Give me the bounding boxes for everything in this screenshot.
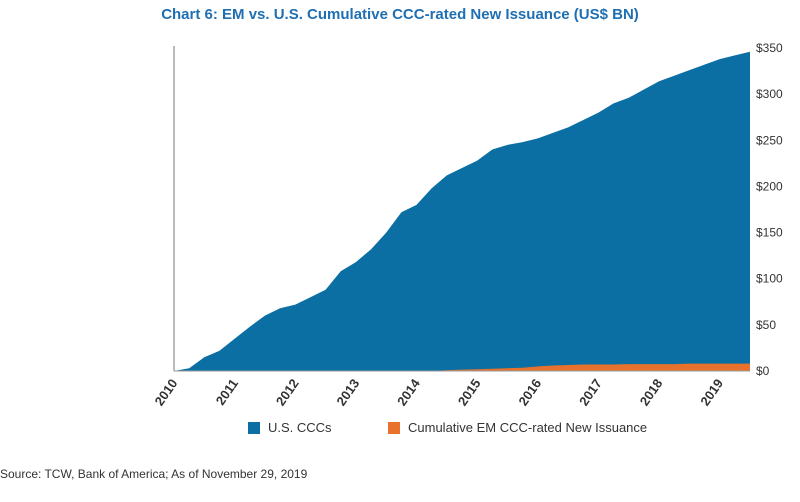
legend-label-em-ccc: Cumulative EM CCC-rated New Issuance: [408, 420, 648, 435]
y-tick-label: $350: [756, 41, 783, 55]
legend: U.S. CCCs Cumulative EM CCC-rated New Is…: [0, 418, 800, 440]
x-tick-label: 2015: [455, 376, 484, 408]
x-tick-label: 2011: [213, 376, 241, 408]
y-tick-label: $150: [756, 226, 783, 240]
x-tick-label: 2014: [394, 375, 423, 408]
series-area-1: [174, 363, 750, 371]
x-tick-label: 2012: [273, 376, 302, 408]
y-tick-label: $50: [756, 318, 776, 332]
legend-label-us-cccs: U.S. CCCs: [268, 420, 332, 435]
chart-title: Chart 6: EM vs. U.S. Cumulative CCC-rate…: [161, 6, 639, 23]
chart-area: $0 $50 $100 $150 $200 $250 $300 $350 2010 2011 201…: [152, 41, 783, 408]
legend-item-us-cccs: U.S. CCCs: [248, 420, 332, 435]
y-tick-label: $100: [756, 272, 783, 286]
x-tick-label: 2019: [697, 376, 726, 408]
legend-swatch-em-ccc: [388, 421, 400, 434]
y-tick-label: $300: [756, 87, 783, 101]
y-tick-label: $250: [756, 133, 783, 147]
series-area-0: [174, 51, 750, 371]
x-tick-label: 2017: [576, 376, 605, 408]
plot-area: $0 $50 $100 $150 $200 $250 $300 $350 2010 2011 201…: [152, 41, 783, 408]
x-tick-label: 2018: [637, 376, 666, 408]
legend-swatch-us-cccs: [248, 421, 260, 434]
source-note: Source: TCW, Bank of America; As of Nove…: [0, 467, 308, 481]
x-tick-label: 2013: [333, 376, 362, 408]
x-tick-label: 2016: [515, 376, 544, 408]
y-tick-label: $200: [756, 179, 783, 193]
y-tick-label: $0: [756, 364, 770, 378]
legend-item-em-ccc: Cumulative EM CCC-rated New Issuance: [388, 420, 647, 435]
x-tick-label: 2010: [152, 376, 181, 408]
